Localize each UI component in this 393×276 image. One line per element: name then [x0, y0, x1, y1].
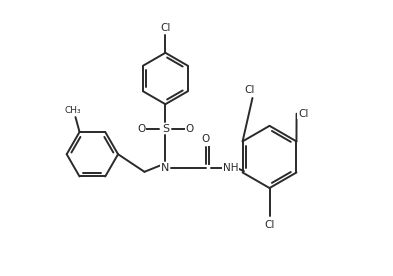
Text: NH: NH: [222, 163, 238, 173]
Text: Cl: Cl: [264, 220, 275, 230]
Text: Cl: Cl: [298, 109, 309, 119]
Text: O: O: [202, 134, 210, 144]
Text: CH₃: CH₃: [64, 106, 81, 115]
Text: Cl: Cl: [160, 23, 171, 33]
Text: N: N: [161, 163, 170, 173]
Text: O: O: [185, 124, 194, 134]
Text: S: S: [162, 124, 169, 134]
Text: Cl: Cl: [244, 85, 254, 95]
Text: O: O: [137, 124, 145, 134]
